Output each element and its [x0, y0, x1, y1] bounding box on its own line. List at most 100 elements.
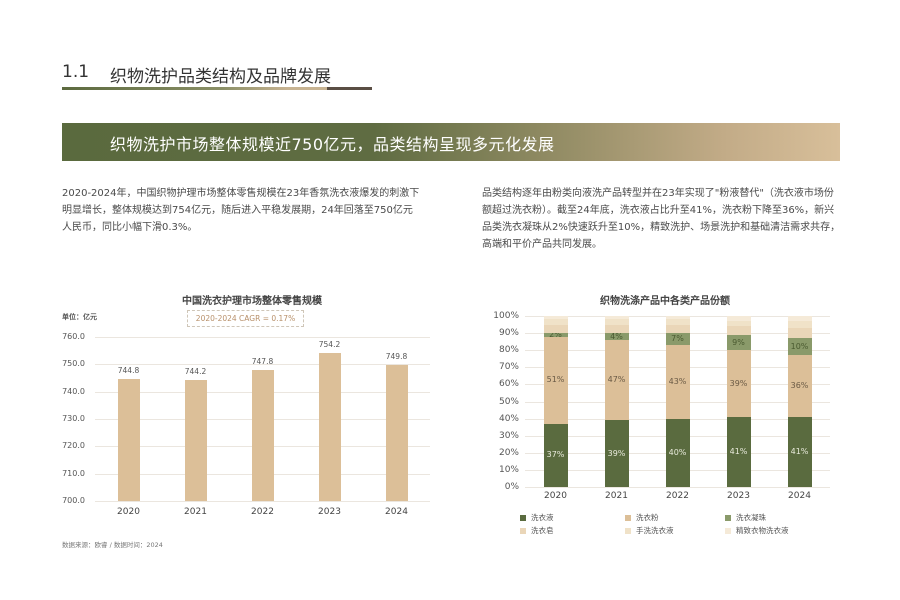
segment-label: 47% — [607, 375, 626, 385]
segment-洗衣凝珠-2021 — [604, 333, 629, 340]
segment-精致衣物洗衣液-2024 — [787, 316, 812, 322]
segment-label: 37% — [546, 450, 565, 460]
bar-2020 — [117, 378, 140, 501]
segment-洗衣皂-2023 — [726, 326, 751, 335]
segment-label: 39% — [607, 448, 626, 458]
segment-洗衣皂-2022 — [665, 324, 690, 334]
segment-洗衣液-2024 — [787, 416, 812, 487]
bar-value-label: 747.8 — [251, 357, 274, 367]
gridline — [525, 487, 830, 488]
chart-title: 中国洗衣护理市场整体零售规模 — [182, 296, 322, 307]
legend-swatch-icon — [625, 527, 631, 534]
legend-item: 洗衣皂 — [520, 525, 554, 536]
legend-swatch-icon — [725, 514, 731, 521]
y-axis-label: 20% — [498, 447, 519, 458]
y-axis-label: 40% — [498, 413, 519, 424]
bar-value-label: 754.2 — [318, 339, 341, 349]
bar-2024 — [385, 364, 408, 501]
x-axis-label: 2020 — [117, 507, 140, 517]
segment-洗衣皂-2021 — [604, 324, 629, 334]
segment-label: 9% — [732, 337, 745, 347]
legend-label: 洗衣粉 — [636, 513, 659, 522]
legend-label: 洗衣皂 — [531, 526, 554, 535]
cagr-annotation: 2020-2024 CAGR = 0.17% — [187, 310, 304, 327]
section-title: 织物洗护品类结构及品牌发展 — [110, 67, 331, 87]
segment-label: 39% — [729, 378, 748, 388]
bar-2023 — [318, 352, 341, 501]
headline-text: 织物洗护市场整体规模近750亿元，品类结构呈现多元化发展 — [110, 135, 555, 154]
legend-label: 手洗洗衣液 — [636, 526, 674, 535]
y-axis-label: 0% — [504, 482, 519, 492]
segment-洗衣粉-2020 — [543, 336, 568, 424]
category-structure-paragraph: 品类结构逐年由粉类向液洗产品转型并在23年实现了"粉液替代"（洗衣液市场份额超过… — [482, 188, 841, 250]
segment-精致衣物洗衣液-2022 — [665, 316, 690, 320]
x-axis-label: 2022 — [666, 491, 689, 501]
segment-label: 4% — [610, 331, 623, 341]
segment-精致衣物洗衣液-2023 — [726, 316, 751, 322]
segment-洗衣液-2023 — [726, 416, 751, 487]
x-axis-label: 2023 — [318, 507, 341, 517]
segment-手洗洗衣液-2021 — [604, 319, 629, 325]
segment-label: 7% — [671, 334, 684, 344]
x-axis-label: 2024 — [788, 491, 811, 501]
y-axis-label: 740.0 — [62, 386, 85, 396]
y-axis-label: 700.0 — [62, 496, 85, 505]
segment-洗衣粉-2023 — [726, 350, 751, 417]
segment-洗衣凝珠-2024 — [787, 338, 812, 356]
headline-banner: 织物洗护市场整体规模近750亿元，品类结构呈现多元化发展 — [62, 123, 840, 161]
segment-洗衣凝珠-2020 — [543, 333, 568, 337]
y-axis-label: 710.0 — [62, 468, 85, 478]
segment-洗衣液-2021 — [604, 420, 629, 487]
y-axis-label: 720.0 — [62, 441, 85, 451]
x-axis-label: 2022 — [251, 507, 274, 517]
segment-label: 43% — [668, 376, 687, 386]
legend-label: 精致衣物洗衣液 — [736, 526, 789, 535]
x-axis-label: 2021 — [605, 491, 628, 501]
bar-value-label: 749.8 — [385, 351, 408, 361]
bar-value-label: 744.2 — [184, 367, 207, 377]
segment-精致衣物洗衣液-2020 — [543, 316, 568, 320]
legend-item: 洗衣凝珠 — [725, 512, 766, 523]
gridline — [95, 337, 430, 338]
x-axis-label: 2023 — [727, 491, 750, 501]
segment-label: 2% — [549, 329, 562, 339]
bar-2022 — [251, 370, 274, 501]
y-axis-label: 100% — [493, 311, 519, 321]
segment-洗衣凝珠-2022 — [665, 333, 690, 346]
legend-label: 洗衣液 — [531, 513, 554, 522]
segment-精致衣物洗衣液-2021 — [604, 316, 629, 320]
segment-手洗洗衣液-2020 — [543, 319, 568, 325]
y-axis-label: 730.0 — [62, 414, 85, 423]
y-axis-label: 30% — [498, 430, 519, 441]
segment-洗衣液-2022 — [665, 418, 690, 487]
chart-title: 织物洗涤产品中各类产品份额 — [600, 296, 730, 307]
section-number: 1.1 — [62, 62, 90, 82]
segment-label: 10% — [790, 341, 809, 351]
legend-item: 精致衣物洗衣液 — [725, 525, 789, 536]
legend-label: 洗衣凝珠 — [736, 513, 766, 522]
legend-item: 手洗洗衣液 — [625, 525, 674, 536]
x-axis-label: 2020 — [544, 491, 567, 501]
segment-洗衣皂-2020 — [543, 324, 568, 334]
source-note: 数据来源：欧睿 / 数据时间：2024 — [62, 541, 163, 549]
unit-label: 单位：亿元 — [62, 313, 97, 321]
x-axis-label: 2024 — [385, 507, 408, 517]
section-underline-accent — [327, 87, 372, 90]
x-axis-label: 2021 — [184, 507, 207, 517]
segment-label: 41% — [729, 446, 748, 456]
legend-swatch-icon — [520, 514, 526, 521]
segment-洗衣粉-2021 — [604, 339, 629, 421]
y-axis-label: 70% — [498, 362, 519, 373]
y-axis-label: 50% — [498, 396, 519, 407]
y-axis-label: 90% — [498, 328, 519, 339]
segment-手洗洗衣液-2022 — [665, 319, 690, 325]
gridline — [95, 364, 430, 366]
segment-洗衣凝珠-2023 — [726, 334, 751, 351]
section-header: 1.1 织物洗护品类结构及品牌发展 — [62, 62, 372, 92]
y-axis-label: 60% — [498, 379, 519, 390]
segment-label: 36% — [790, 381, 809, 391]
segment-洗衣液-2020 — [543, 423, 568, 487]
legend-swatch-icon — [520, 527, 526, 534]
y-axis-label: 80% — [498, 345, 519, 356]
segment-手洗洗衣液-2024 — [787, 321, 812, 328]
